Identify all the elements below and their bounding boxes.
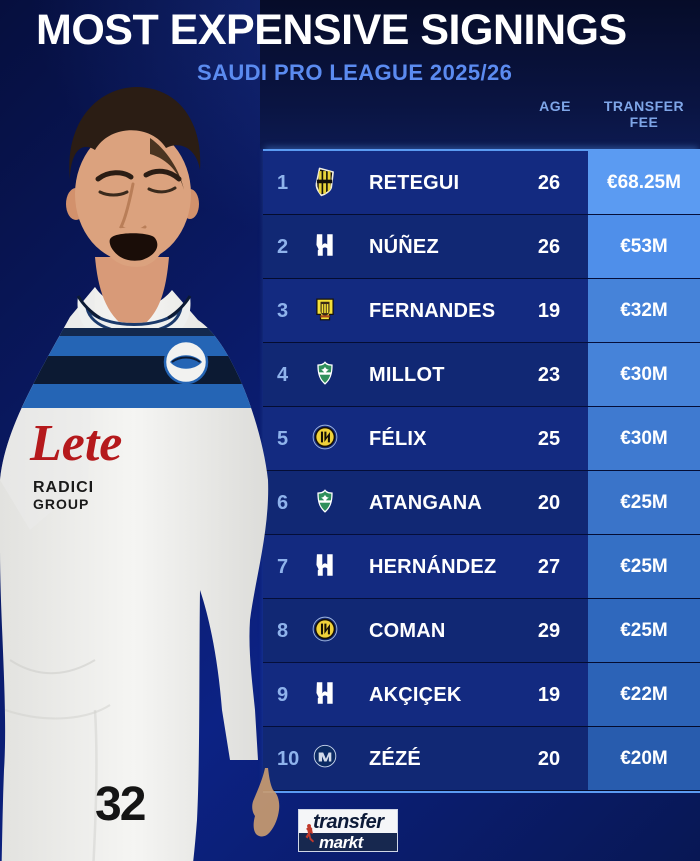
svg-text:RADICI: RADICI <box>33 479 94 496</box>
svg-text:GROUP: GROUP <box>33 496 89 512</box>
svg-text:Lete: Lete <box>29 415 122 472</box>
svg-text:J: J <box>39 332 52 357</box>
svg-text:32: 32 <box>95 778 145 831</box>
